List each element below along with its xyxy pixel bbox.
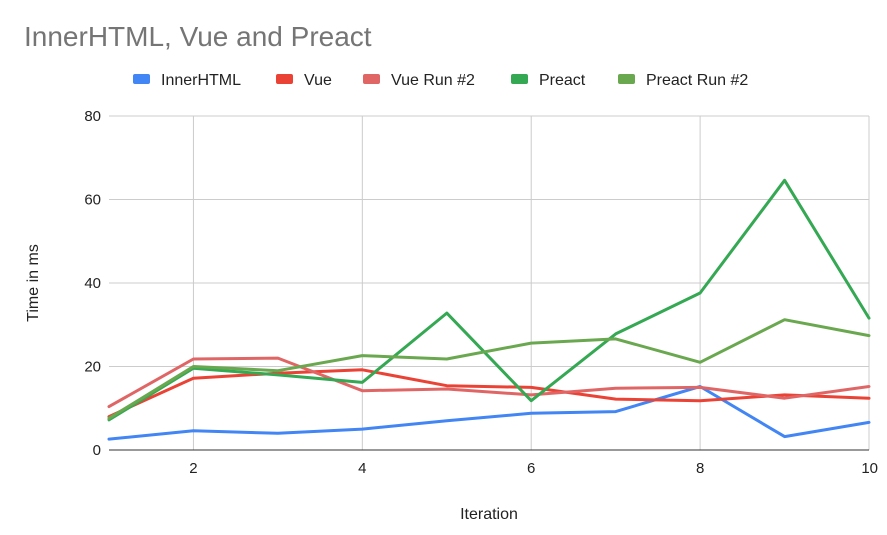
chart-axes: 0 20 40 60 80 2 4 6 8 10	[84, 108, 878, 477]
series-line-4	[107, 318, 871, 420]
legend-swatch	[511, 74, 528, 84]
legend-label: Vue Run #2	[391, 72, 475, 89]
x-tick-label: 2	[189, 460, 197, 477]
chart-legend: InnerHTML Vue Vue Run #2 Preact Preact Run #…	[133, 72, 748, 89]
series-line-2	[107, 356, 871, 409]
series-line-0	[107, 385, 871, 441]
chart-grid	[109, 115, 870, 450]
legend-label: Preact	[539, 72, 586, 89]
y-tick-label: 20	[84, 359, 101, 376]
x-tick-label: 10	[861, 460, 878, 477]
series-line-1	[107, 368, 871, 419]
y-tick-label: 40	[84, 275, 101, 292]
y-axis-label: Time in ms	[25, 244, 42, 322]
x-axis-label: Iteration	[460, 506, 518, 523]
series-line-3	[107, 178, 871, 422]
legend-label: Vue	[304, 72, 332, 89]
legend-label: InnerHTML	[161, 72, 241, 89]
legend-swatch	[133, 74, 150, 84]
x-tick-label: 8	[696, 460, 704, 477]
legend-swatch	[276, 74, 293, 84]
chart-title: InnerHTML, Vue and Preact	[24, 21, 372, 52]
legend-swatch	[618, 74, 635, 84]
y-tick-label: 80	[84, 108, 101, 125]
y-tick-label: 0	[93, 442, 101, 459]
chart-series	[107, 178, 871, 441]
legend-swatch	[363, 74, 380, 84]
y-tick-label: 60	[84, 192, 101, 209]
x-tick-label: 6	[527, 460, 535, 477]
legend-label: Preact Run #2	[646, 72, 748, 89]
x-tick-label: 4	[358, 460, 366, 477]
